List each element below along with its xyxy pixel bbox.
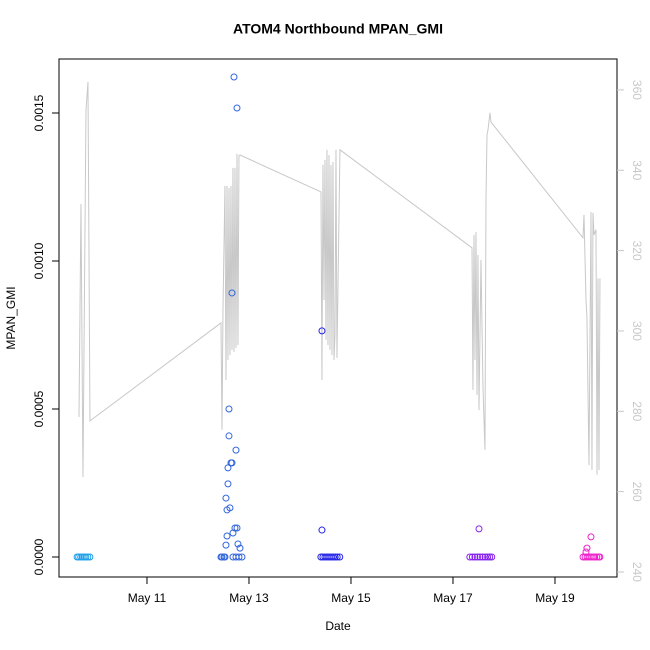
- point: [481, 553, 489, 561]
- point: [222, 494, 230, 502]
- point: [329, 553, 337, 561]
- point: [331, 553, 339, 561]
- point: [468, 553, 476, 561]
- chart-title: ATOM4 Northbound MPAN_GMI: [233, 21, 443, 37]
- point: [587, 533, 595, 541]
- x-tick-label: May 17: [433, 591, 473, 605]
- point: [582, 548, 590, 556]
- y2-tick-label: 320: [630, 241, 644, 261]
- point: [318, 327, 326, 335]
- point: [229, 529, 237, 537]
- point: [224, 480, 232, 488]
- x-axis-label: Date: [325, 619, 351, 633]
- y-tick-label: 0.0000: [32, 538, 46, 575]
- point: [82, 553, 90, 561]
- point: [236, 544, 244, 552]
- y2-tick-label: 240: [630, 562, 644, 582]
- point: [238, 553, 246, 561]
- y2-tick-label: 280: [630, 401, 644, 421]
- point: [223, 532, 231, 540]
- point: [591, 553, 599, 561]
- point: [225, 405, 233, 413]
- point: [233, 104, 241, 112]
- point: [233, 524, 241, 532]
- point: [336, 553, 344, 561]
- point: [596, 553, 604, 561]
- point: [484, 553, 492, 561]
- point: [230, 73, 238, 81]
- y2-tick-label: 260: [630, 482, 644, 502]
- point: [471, 553, 479, 561]
- point: [84, 553, 92, 561]
- point: [234, 540, 242, 548]
- point: [583, 544, 591, 552]
- y-axis-label: MPAN_GMI: [4, 286, 18, 349]
- point: [333, 553, 341, 561]
- point: [593, 553, 601, 561]
- point: [466, 553, 474, 561]
- line: [78, 81, 601, 478]
- y2-tick-label: 300: [630, 321, 644, 341]
- x-tick-label: May 19: [535, 591, 575, 605]
- y-tick-label: 0.0015: [32, 94, 46, 131]
- point: [476, 553, 484, 561]
- y-tick-label: 0.0005: [32, 390, 46, 427]
- point: [218, 553, 226, 561]
- point: [486, 553, 494, 561]
- y2-tick-label: 360: [630, 80, 644, 100]
- point: [232, 446, 240, 454]
- plot-frame: [58, 58, 618, 578]
- point: [223, 506, 231, 514]
- point: [473, 553, 481, 561]
- point: [318, 526, 326, 534]
- point: [475, 525, 483, 533]
- y2-tick-label: 340: [630, 160, 644, 180]
- point: [228, 289, 236, 297]
- point: [228, 459, 236, 467]
- point: [488, 553, 496, 561]
- x-tick-label: May 13: [229, 591, 269, 605]
- point: [225, 432, 233, 440]
- point: [221, 553, 229, 561]
- y-tick-label: 0.0010: [32, 242, 46, 279]
- point: [224, 464, 232, 472]
- x-tick-label: May 11: [128, 591, 167, 605]
- x-tick-label: May 15: [331, 591, 371, 605]
- point: [86, 553, 94, 561]
- point: [222, 541, 230, 549]
- point: [479, 553, 487, 561]
- point: [235, 553, 243, 561]
